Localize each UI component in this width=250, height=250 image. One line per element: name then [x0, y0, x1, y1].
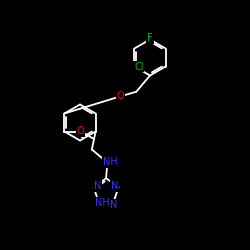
Text: O: O	[117, 91, 124, 101]
Text: O: O	[77, 126, 84, 136]
Text: N: N	[111, 181, 119, 191]
Text: F: F	[147, 33, 153, 43]
Text: Cl: Cl	[134, 62, 144, 72]
Text: N: N	[110, 200, 117, 210]
Text: NH: NH	[95, 198, 110, 208]
Text: N: N	[94, 181, 101, 191]
Text: NH: NH	[103, 157, 118, 167]
